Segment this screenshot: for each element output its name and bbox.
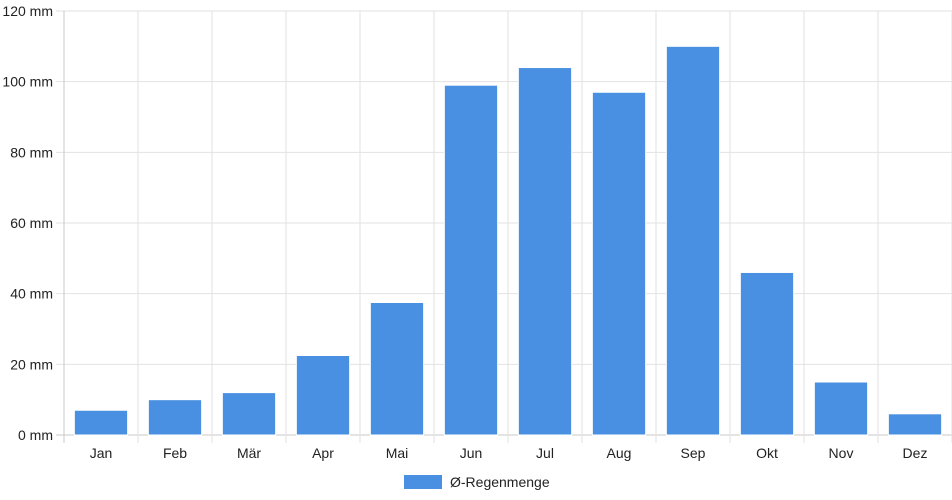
x-tick-label: Dez xyxy=(903,445,928,461)
bar[interactable] xyxy=(147,399,203,436)
bar[interactable] xyxy=(221,392,277,436)
y-tick-label: 80 mm xyxy=(10,144,53,160)
legend[interactable]: Ø-Regenmenge xyxy=(404,474,550,490)
x-tick-label: Feb xyxy=(163,445,187,461)
bar[interactable] xyxy=(739,271,795,436)
x-axis-ticks: Jan Feb Mär Apr Mai Jun Jul Aug Sep Okt Nov Dez xyxy=(90,445,928,461)
y-tick-label: 60 mm xyxy=(10,215,53,231)
x-tick-label: Jan xyxy=(90,445,113,461)
x-tick-label: Apr xyxy=(312,445,334,461)
bar[interactable] xyxy=(887,413,943,436)
x-tick-label: Okt xyxy=(756,445,778,461)
y-axis-ticks: 0 mm 20 mm 40 mm 60 mm 80 mm 100 mm 120 mm xyxy=(2,3,53,443)
x-tick-label: Aug xyxy=(607,445,632,461)
bars xyxy=(73,45,943,436)
grid-lines xyxy=(56,10,952,443)
bar[interactable] xyxy=(369,302,425,436)
bar[interactable] xyxy=(591,91,647,436)
y-tick-label: 20 mm xyxy=(10,356,53,372)
y-tick-label: 120 mm xyxy=(2,3,53,19)
bar[interactable] xyxy=(295,355,351,436)
x-tick-label: Mär xyxy=(237,445,261,461)
bar[interactable] xyxy=(665,45,721,436)
bar[interactable] xyxy=(517,67,573,436)
x-tick-label: Jul xyxy=(536,445,554,461)
bar[interactable] xyxy=(73,409,129,436)
y-tick-label: 100 mm xyxy=(2,74,53,90)
bar[interactable] xyxy=(813,381,869,436)
y-tick-label: 0 mm xyxy=(18,427,53,443)
x-tick-label: Sep xyxy=(681,445,706,461)
legend-label[interactable]: Ø-Regenmenge xyxy=(450,474,550,490)
x-tick-label: Mai xyxy=(386,445,409,461)
x-tick-label: Jun xyxy=(460,445,483,461)
y-tick-label: 40 mm xyxy=(10,286,53,302)
bar[interactable] xyxy=(443,84,499,436)
x-tick-label: Nov xyxy=(829,445,854,461)
legend-swatch[interactable] xyxy=(404,475,442,489)
